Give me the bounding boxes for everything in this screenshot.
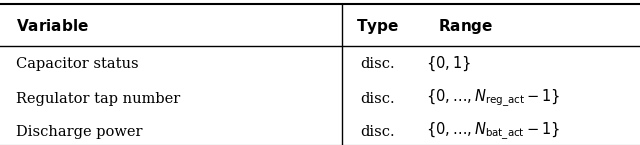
Text: $\mathbf{Variable}$: $\mathbf{Variable}$ bbox=[16, 18, 89, 34]
Text: Regulator tap number: Regulator tap number bbox=[16, 92, 180, 106]
Text: Capacitor status: Capacitor status bbox=[16, 57, 139, 71]
Text: disc.: disc. bbox=[360, 92, 395, 106]
Text: $\mathbf{Type}$: $\mathbf{Type}$ bbox=[356, 17, 399, 36]
Text: $\{0, \ldots, N_{\mathrm{reg\_act}} - 1\}$: $\{0, \ldots, N_{\mathrm{reg\_act}} - 1\… bbox=[426, 88, 560, 109]
Text: $\mathbf{Range}$: $\mathbf{Range}$ bbox=[438, 17, 494, 36]
Text: disc.: disc. bbox=[360, 57, 395, 71]
Text: $\{0, \ldots, N_{\mathrm{bat\_act}} - 1\}$: $\{0, \ldots, N_{\mathrm{bat\_act}} - 1\… bbox=[426, 122, 560, 142]
Text: $\{0, 1\}$: $\{0, 1\}$ bbox=[426, 55, 470, 73]
Text: Discharge power: Discharge power bbox=[16, 125, 143, 139]
Text: disc.: disc. bbox=[360, 125, 395, 139]
